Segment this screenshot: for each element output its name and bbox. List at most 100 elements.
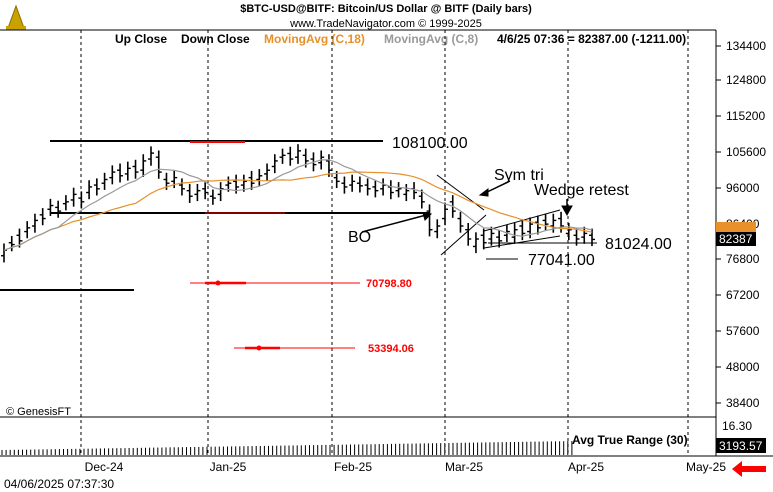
price-bar <box>465 223 472 246</box>
atr-indicator <box>1 441 573 455</box>
price-bar <box>356 176 363 193</box>
price-bar <box>8 236 15 252</box>
annotation-wedge-retest: Wedge retest <box>534 182 629 199</box>
copyright-line: www.TradeNavigator.com © 1999-2025 <box>289 18 482 30</box>
price-bar <box>194 183 201 202</box>
price-bar <box>434 219 441 239</box>
sym-tri-lower-line <box>440 214 487 256</box>
price-bar <box>86 180 93 200</box>
legend-ma8: MovingAvg (C,8) <box>384 32 478 46</box>
price-bar <box>542 213 549 231</box>
price-bar <box>349 174 356 192</box>
price-bar <box>70 187 77 207</box>
y-tick-label: 96000 <box>726 181 760 195</box>
footer-timestamp: 04/06/2025 07:37:30 <box>4 477 114 491</box>
y-tick-label: 105600 <box>726 145 766 159</box>
price-bar <box>457 211 464 233</box>
price-bar <box>387 180 394 200</box>
price-bar <box>16 228 23 248</box>
price-bar <box>279 148 286 164</box>
watermark: © GenesisFT <box>6 406 71 418</box>
symtri-arrow-icon <box>478 188 489 197</box>
ma18-line <box>3 171 593 251</box>
price-bar <box>341 176 348 194</box>
y-tick-label: 115200 <box>726 109 765 123</box>
price-bar <box>534 215 541 235</box>
price-bar <box>264 163 271 181</box>
scroll-right-arrow-icon[interactable] <box>732 461 766 477</box>
legend-quote: 4/6/25 07:36 = 82387.00 (-1211.00) <box>497 32 686 46</box>
price-bar <box>140 154 147 177</box>
price-bar <box>511 223 518 244</box>
ma8-line <box>3 159 593 251</box>
price-bar <box>178 178 185 196</box>
y-axis-ticks: 134400 124800 115200 105600 96000 86400 … <box>716 39 766 410</box>
price-bar <box>573 228 580 246</box>
price-bar <box>55 200 62 218</box>
price-bar <box>101 172 108 190</box>
price-bar <box>565 223 572 241</box>
price-bar <box>1 243 7 263</box>
y-tick-label: 38400 <box>726 396 760 410</box>
price-bar <box>442 202 448 226</box>
price-bar <box>209 189 216 205</box>
legend-up-close: Up Close <box>115 32 167 46</box>
price-bar <box>295 144 301 164</box>
indicator-value-box <box>716 438 766 453</box>
wedge-arrow-icon <box>561 205 573 217</box>
price-bar <box>581 226 588 244</box>
price-bar <box>372 180 379 198</box>
x-tick-label: Mar-25 <box>445 460 483 474</box>
price-bar <box>426 204 433 237</box>
annotation-sym-tri: Sym tri <box>494 167 544 184</box>
last-price-label: 82387 <box>719 232 753 246</box>
price-bar <box>488 226 495 246</box>
price-bar <box>496 230 503 248</box>
last-price-box: 82387 <box>716 222 756 246</box>
price-bar <box>202 182 209 200</box>
price-bar <box>93 178 100 196</box>
y-tick-label: 76800 <box>726 252 760 266</box>
price-bar <box>155 150 162 179</box>
price-bars <box>1 144 595 263</box>
annotation-bo: BO <box>348 229 371 246</box>
price-bar <box>380 178 387 196</box>
annotation-81024: 81024.00 <box>605 236 672 253</box>
price-bar <box>395 182 402 198</box>
indicator-axis-label: 16.30 <box>722 419 752 433</box>
price-bar <box>411 182 418 200</box>
wedge-lower-line <box>483 235 561 249</box>
x-axis-ticks: Dec-24 Jan-25 Feb-25 Mar-25 Apr-25 May-2… <box>85 460 727 474</box>
price-bar <box>271 154 278 174</box>
x-tick-label: May-25 <box>686 460 726 474</box>
y-tick-label: 124800 <box>726 73 766 87</box>
price-bar <box>418 189 425 209</box>
legend-ma18: MovingAvg (C,18) <box>264 32 365 46</box>
price-bar <box>186 183 193 203</box>
price-bar <box>78 191 85 209</box>
price-bar <box>47 198 54 216</box>
annotation-77041: 77041.00 <box>528 252 595 269</box>
price-bar <box>364 178 371 196</box>
price-bar <box>589 228 595 247</box>
price-bar <box>24 221 31 239</box>
price-bar <box>62 195 69 211</box>
price-bar <box>558 211 565 233</box>
price-bar <box>117 163 124 183</box>
price-bar <box>403 183 410 202</box>
annotation-108100: 108100.00 <box>392 135 468 152</box>
x-tick-label: Feb-25 <box>334 460 372 474</box>
annotation-53394: 53394.06 <box>368 343 414 355</box>
indicator-name: Avg True Range (30) <box>572 433 688 447</box>
price-bar <box>148 146 154 166</box>
y-tick-label: 134400 <box>726 39 766 53</box>
price-bar <box>256 169 263 187</box>
legend-down-close: Down Close <box>181 32 250 46</box>
y-tick-label: 57600 <box>726 324 760 338</box>
x-tick-label: Jan-25 <box>210 460 247 474</box>
y-tick-label: 67200 <box>726 288 760 302</box>
sym-tri-upper-line <box>436 174 485 211</box>
bo-arrow-line <box>361 213 431 233</box>
price-bar <box>472 232 479 254</box>
